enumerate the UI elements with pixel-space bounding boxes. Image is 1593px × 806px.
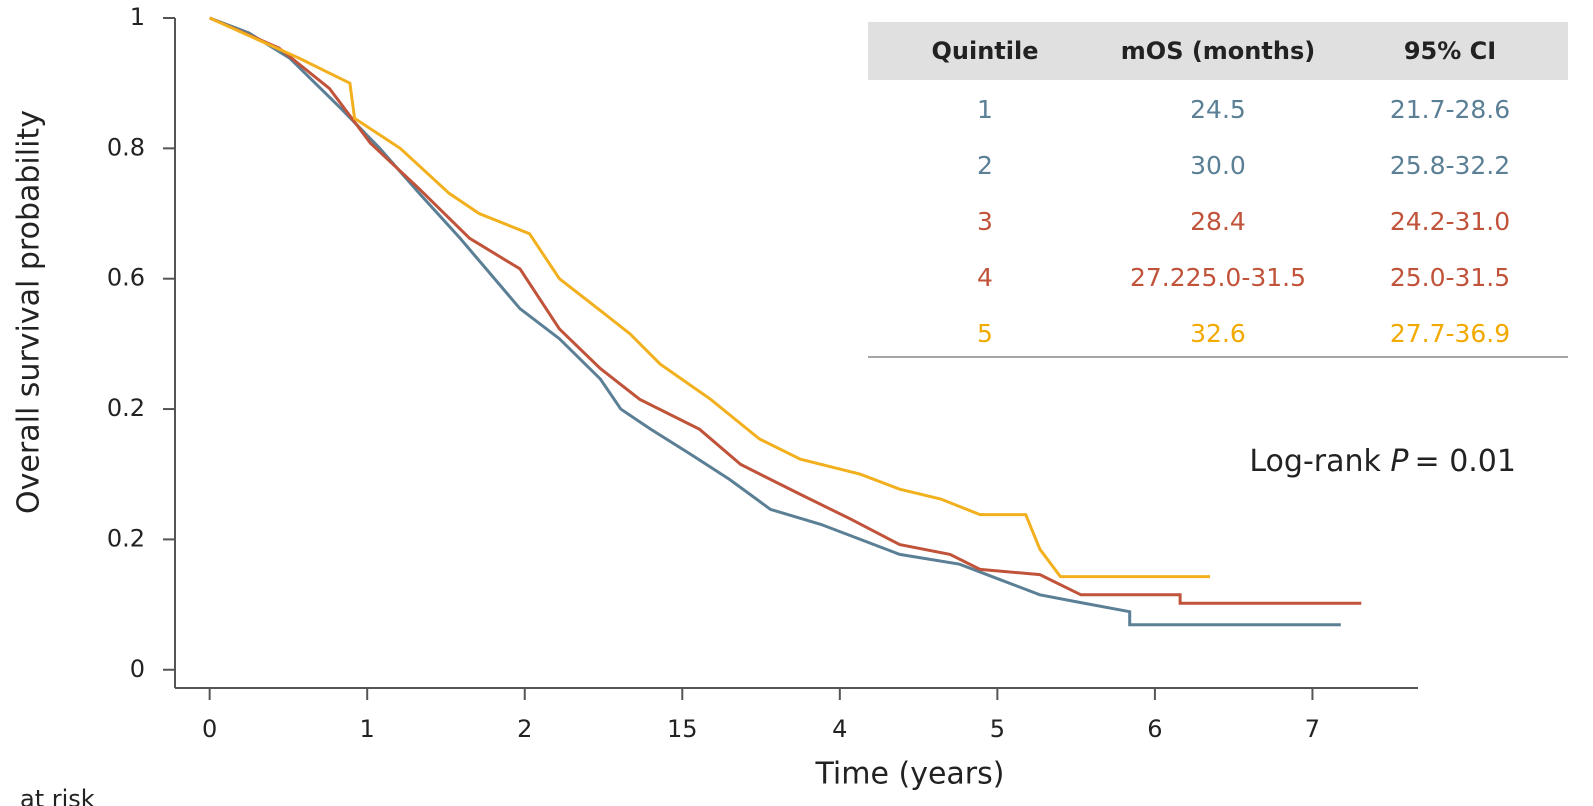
annotation-prefix: Log-rank: [1249, 444, 1381, 479]
x-tick-label: 7: [1305, 715, 1320, 743]
table-cell: 21.7-28.6: [1390, 95, 1510, 124]
y-tick-label: 0: [130, 655, 145, 683]
y-tick-label: 0.2: [107, 524, 145, 552]
table-header: Quintile: [931, 37, 1038, 65]
y-tick-label: 0.6: [107, 264, 145, 292]
footer-text: at risk: [20, 785, 95, 806]
x-tick-label: 2: [517, 715, 532, 743]
table-cell: 5: [977, 319, 993, 348]
table-cell: 25.0-31.5: [1390, 263, 1510, 292]
table-header: 95% CI: [1404, 37, 1496, 65]
y-tick-label: 0.8: [107, 133, 145, 161]
table-cell: 24.5: [1190, 95, 1246, 124]
y-axis-title: Overall survival probability: [12, 110, 47, 514]
table-header-band: [868, 22, 1568, 80]
table-cell: 32.6: [1190, 319, 1246, 348]
x-tick-label: 5: [990, 715, 1005, 743]
table-cell: 27.7-36.9: [1390, 319, 1510, 348]
table-cell: 2: [977, 151, 993, 180]
annotation-suffix: = 0.01: [1415, 444, 1516, 479]
x-axis-title: Time (years): [815, 757, 1005, 792]
table-header: mOS (months): [1121, 37, 1315, 65]
survival-curve: [209, 16, 1341, 627]
table-cell: 27.225.0-31.5: [1130, 263, 1306, 292]
x-tick-label: 6: [1147, 715, 1162, 743]
table-cell: 1: [977, 95, 993, 124]
table-cell: 4: [977, 263, 993, 292]
annotation: Log-rank P = 0.01: [1249, 444, 1516, 479]
survival-curve: [209, 16, 1210, 579]
y-tick-label: 1: [130, 3, 145, 31]
table-cell: 28.4: [1190, 207, 1246, 236]
table-cell: 3: [977, 207, 993, 236]
table-cell: 25.8-32.2: [1390, 151, 1510, 180]
x-tick-label: 1: [360, 715, 375, 743]
annotation-italic: P: [1390, 444, 1409, 479]
survival-curve: [209, 16, 1362, 605]
x-tick-label: 15: [667, 715, 698, 743]
x-tick-label: 4: [832, 715, 847, 743]
y-tick-label: 0.2: [107, 394, 145, 422]
table-cell: 30.0: [1190, 151, 1246, 180]
table-cell: 24.2-31.0: [1390, 207, 1510, 236]
x-tick-label: 0: [202, 715, 217, 743]
